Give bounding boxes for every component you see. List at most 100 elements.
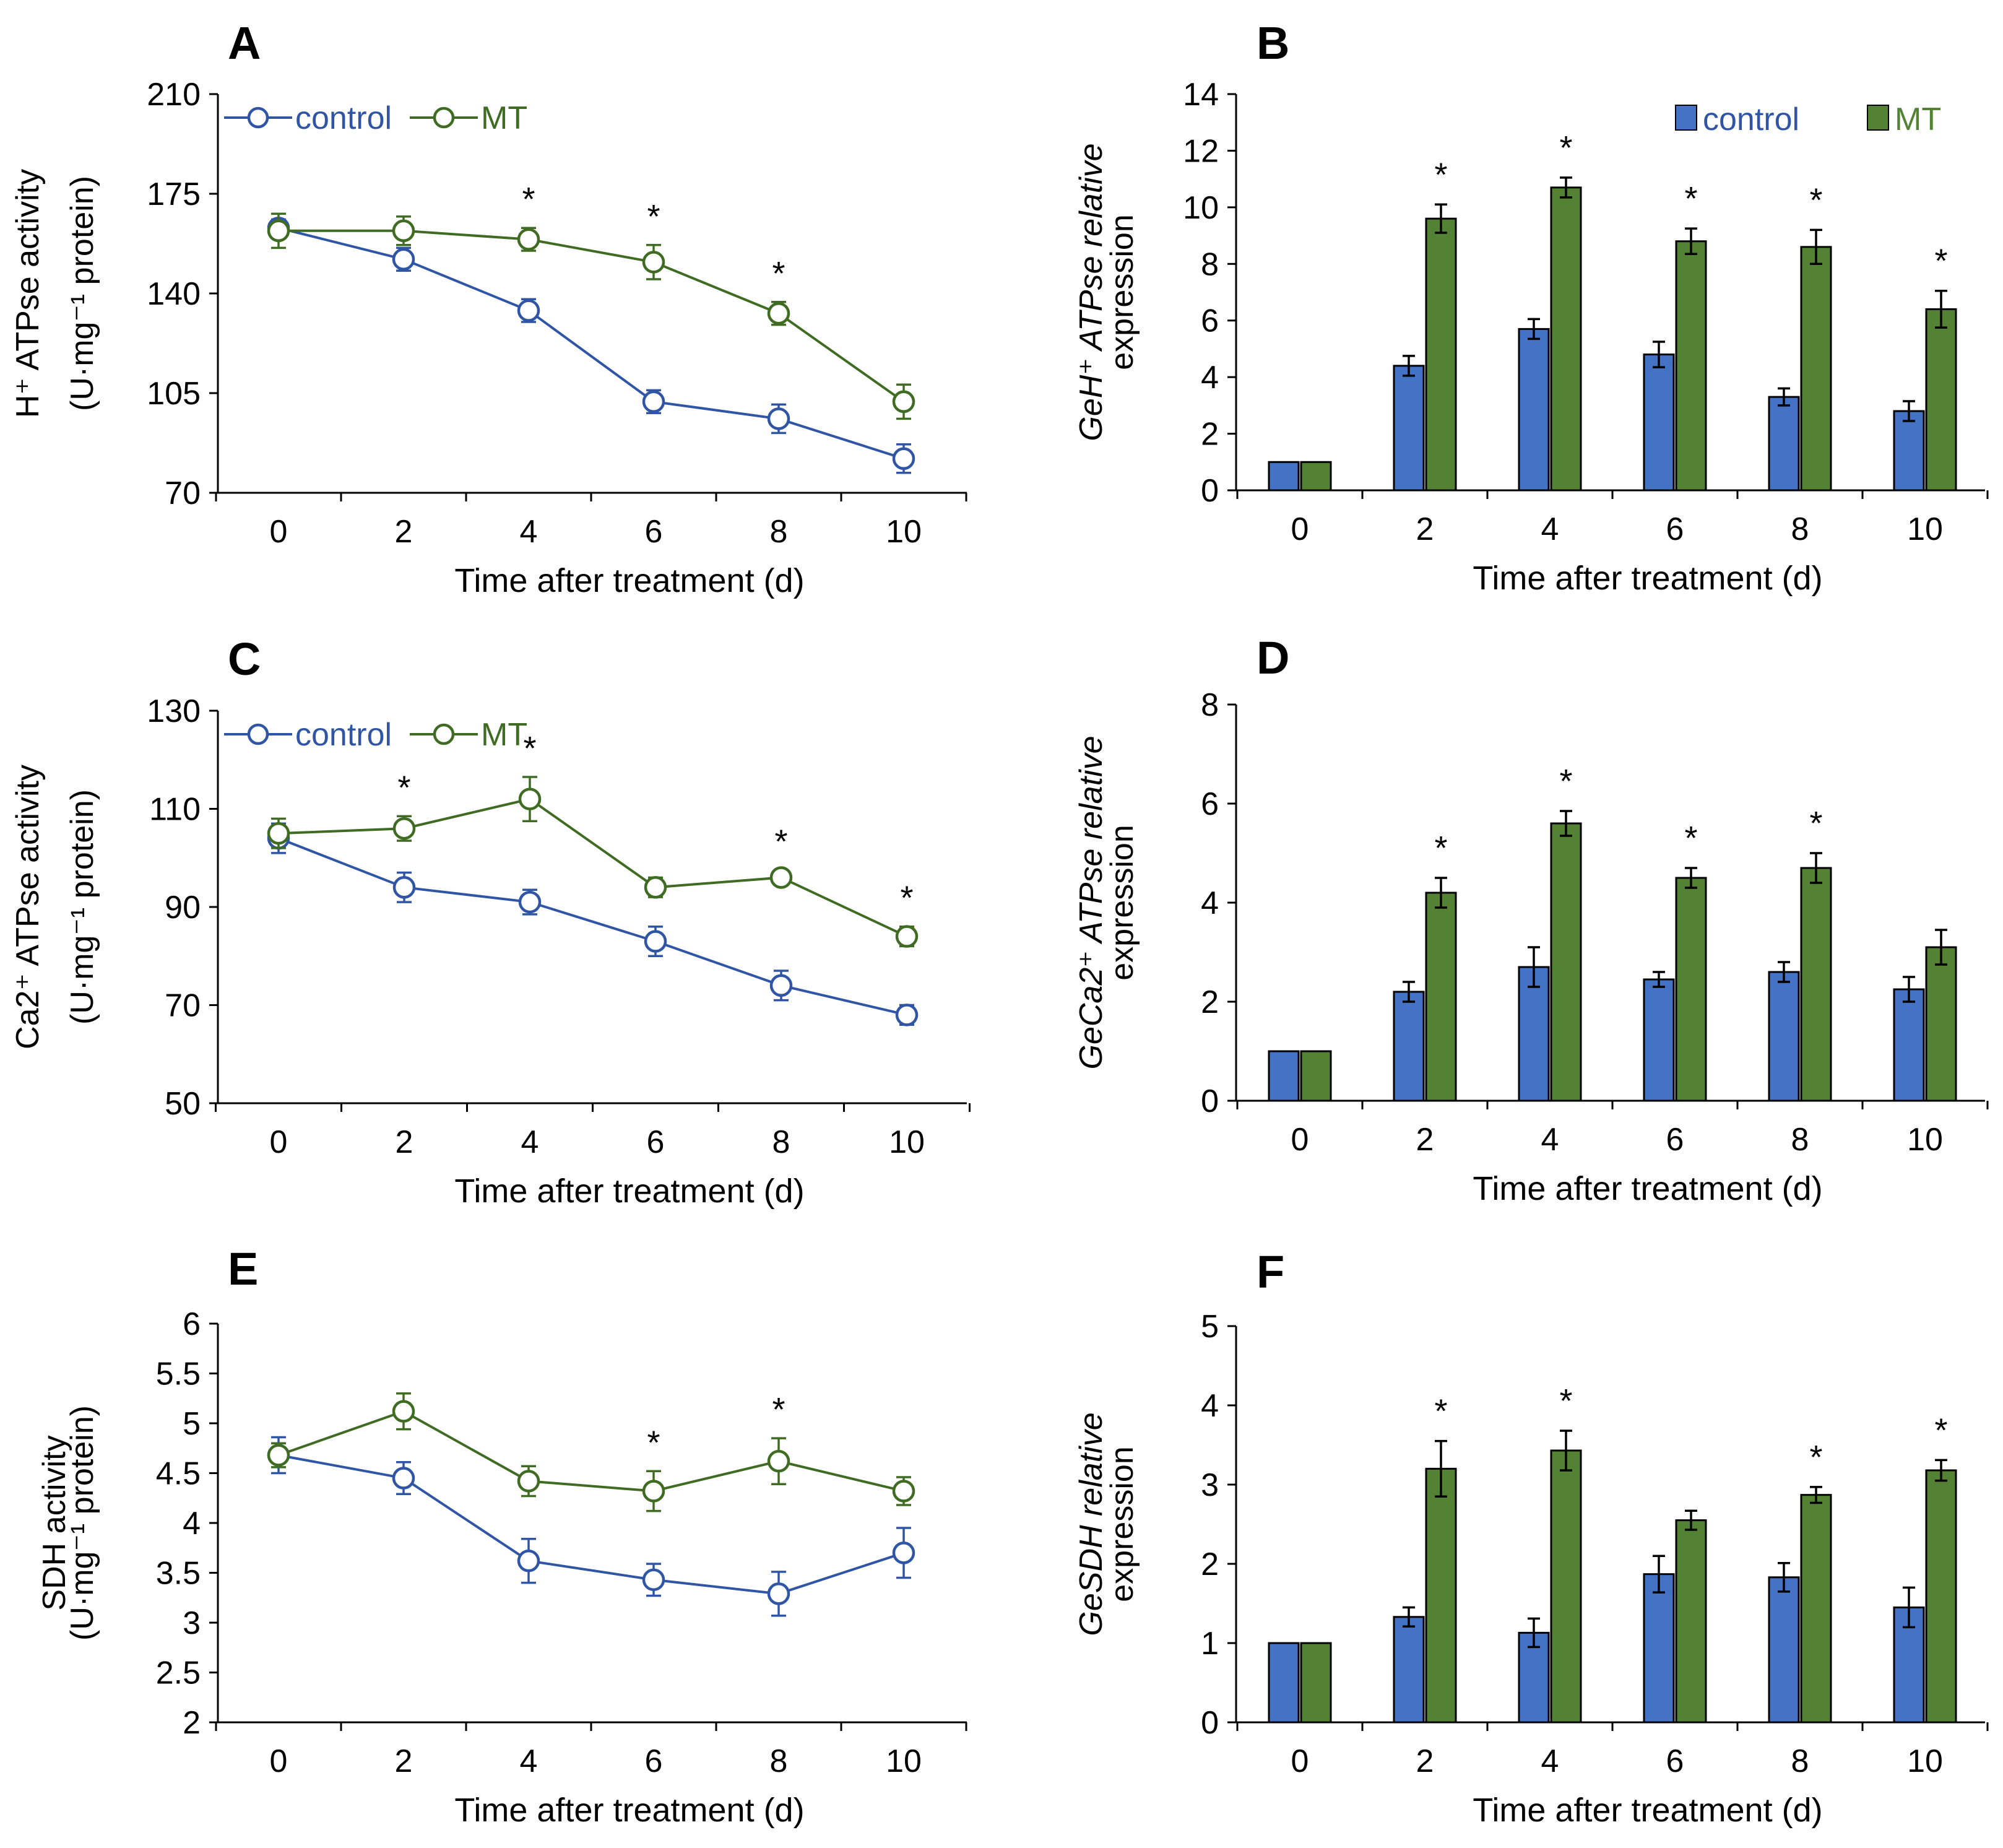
bar-control: [1393, 991, 1425, 1102]
panel-c: C 50 70 90 110 130 0 2 4 6 8 10 Time after treatment…: [10, 633, 971, 1210]
x-tick-label: 4: [521, 1124, 539, 1160]
significance-star: *: [1559, 1382, 1572, 1420]
bar-mt: [1550, 822, 1582, 1102]
x-tick-label: 0: [1291, 1743, 1309, 1779]
bar-mt: [1925, 946, 1957, 1102]
panel-letter: A: [228, 17, 261, 69]
bar-control: [1643, 354, 1675, 492]
y-tick-label: 10: [1183, 190, 1219, 226]
y-tick-label: 210: [147, 77, 201, 113]
y-tick-label: 2.5: [156, 1655, 201, 1691]
significance-star: *: [1559, 129, 1572, 167]
data-point-mt: [518, 787, 542, 810]
data-point-control: [392, 876, 416, 899]
data-point-mt: [517, 1470, 540, 1493]
series-line-control: [278, 837, 907, 1017]
bar-control: [1643, 978, 1675, 1102]
y-axis-title-line1: SDH activity: [37, 1435, 72, 1610]
panel-f: F 0 1 2 3 4 5 0 2 4 6 8 10 Time after treatment (d) Ge…: [1073, 1246, 1989, 1829]
x-tick-label: 2: [396, 1124, 413, 1160]
bar-mt: [1675, 877, 1707, 1102]
bar-control: [1518, 328, 1550, 492]
significance-star: *: [523, 730, 536, 767]
y-tick-label: 12: [1183, 133, 1219, 169]
y-tick-label: 2: [183, 1705, 201, 1741]
x-tick-label: 4: [1541, 1743, 1559, 1779]
x-tick-label: 4: [1541, 1122, 1559, 1158]
data-point-control: [892, 447, 915, 471]
x-tick-label: 8: [772, 1124, 790, 1160]
legend-label: control: [295, 100, 392, 136]
x-tick-label: 10: [886, 1743, 922, 1779]
significance-star: *: [774, 823, 787, 861]
significance-star: *: [772, 1391, 785, 1428]
y-tick-label: 4: [1201, 1388, 1219, 1424]
data-point-control: [767, 407, 790, 430]
bar-mt: [1925, 1469, 1957, 1724]
significance-star: *: [1434, 156, 1447, 193]
legend-label: MT: [1895, 102, 1941, 137]
y-tick-label: 8: [1201, 687, 1219, 723]
y-tick-label: 70: [165, 475, 201, 511]
significance-star: *: [772, 255, 785, 292]
y-tick-label: 8: [1201, 246, 1219, 282]
bar-control: [1643, 1573, 1675, 1724]
x-tick-label: 6: [645, 1743, 663, 1779]
y-tick-label: 140: [147, 276, 201, 312]
y-tick-label: 0: [1201, 473, 1219, 509]
panel-letter: F: [1257, 1246, 1284, 1298]
y-tick-label: 4: [183, 1506, 201, 1542]
y-axis-title-line2: (U·mg⁻¹ protein): [64, 1405, 100, 1641]
bar-control: [1268, 461, 1300, 492]
legend-label: MT: [481, 100, 527, 136]
data-point-control: [392, 248, 415, 271]
x-tick-label: 2: [1416, 1122, 1434, 1158]
x-tick-label: 4: [520, 1743, 538, 1779]
series-line-mt: [278, 1410, 904, 1493]
panel-e: E 2 2.5 3 3.5 4 4.5 5 5.5 6 0 2 4 6 8 10 Time after trea…: [37, 1243, 967, 1829]
x-tick-label: 8: [1791, 1122, 1809, 1158]
legend-label: control: [1703, 102, 1799, 137]
bar-control: [1268, 1050, 1300, 1102]
significance-star: *: [1434, 1393, 1447, 1430]
data-point-mt: [392, 219, 415, 243]
y-tick-label: 0: [1201, 1083, 1219, 1119]
legend-marker: [247, 723, 269, 745]
x-tick-label: 0: [1291, 1122, 1309, 1158]
significance-star: *: [647, 1424, 660, 1461]
x-tick-label: 10: [1907, 1743, 1943, 1779]
data-point-control: [518, 890, 542, 914]
data-point-control: [517, 299, 540, 322]
x-tick-label: 6: [645, 514, 663, 550]
bar-mt: [1925, 308, 1957, 492]
x-tick-label: 8: [1791, 511, 1809, 547]
data-point-mt: [517, 228, 540, 251]
y-axis-title-line1: Ca2⁺ ATPse activity: [10, 765, 46, 1049]
bar-mt: [1675, 240, 1707, 492]
significance-star: *: [1559, 763, 1572, 800]
x-tick-label: 2: [395, 514, 413, 550]
y-axis-title-line2: expression: [1104, 214, 1140, 370]
x-tick-label: 8: [770, 1743, 788, 1779]
legend-marker: [433, 106, 455, 129]
y-tick-label: 5: [183, 1406, 201, 1442]
data-point-mt: [895, 925, 919, 948]
x-tick-label: 10: [1907, 1122, 1943, 1158]
y-tick-label: 0: [1201, 1705, 1219, 1741]
data-point-control: [767, 1582, 790, 1605]
y-tick-label: 3.5: [156, 1556, 201, 1592]
legend-marker: [433, 723, 455, 745]
significance-star: *: [1434, 830, 1447, 867]
series-line-control: [278, 227, 904, 460]
x-tick-label: 0: [1291, 511, 1309, 547]
bar-mt: [1300, 1050, 1332, 1102]
y-axis-title-line1: GeSDH relative: [1073, 1412, 1109, 1636]
data-point-mt: [767, 301, 790, 325]
y-tick-label: 5: [1201, 1309, 1219, 1345]
data-point-mt: [642, 1480, 665, 1503]
bar-mt: [1300, 461, 1332, 492]
bar-mt: [1300, 1642, 1332, 1724]
y-tick-label: 2: [1201, 417, 1219, 453]
bar-control: [1768, 971, 1800, 1102]
y-tick-label: 2: [1201, 984, 1219, 1020]
